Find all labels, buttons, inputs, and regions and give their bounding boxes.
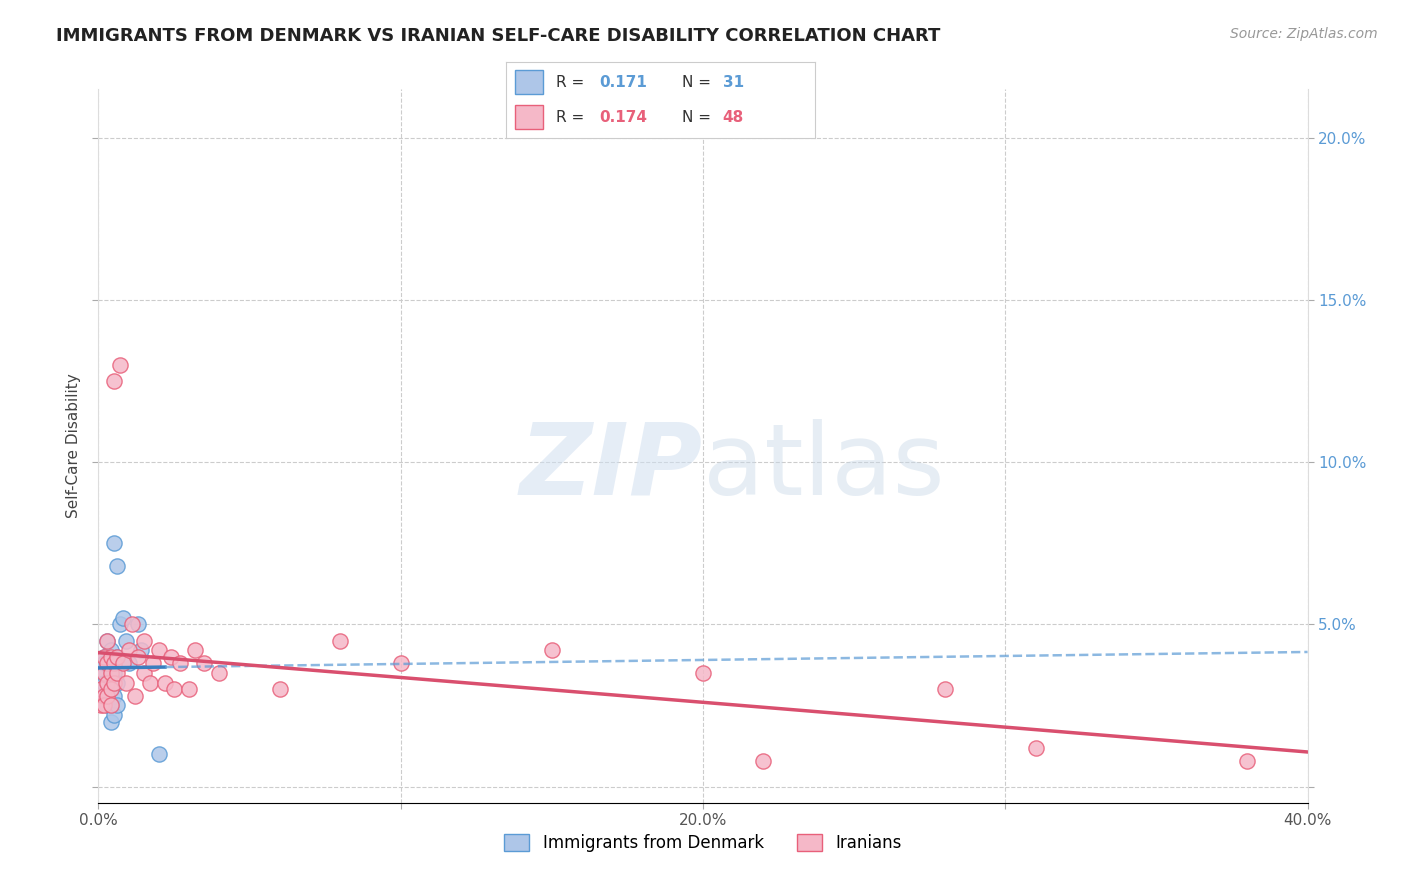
Point <box>96 689 118 703</box>
Text: 0.174: 0.174 <box>599 111 647 125</box>
Point <box>100 714 122 729</box>
Point <box>121 617 143 632</box>
Point <box>389 657 412 671</box>
Point <box>93 666 115 681</box>
Text: ZIP: ZIP <box>520 419 703 516</box>
Point <box>100 698 122 713</box>
Point <box>132 633 155 648</box>
Point <box>90 666 112 681</box>
Text: IMMIGRANTS FROM DENMARK VS IRANIAN SELF-CARE DISABILITY CORRELATION CHART: IMMIGRANTS FROM DENMARK VS IRANIAN SELF-… <box>56 27 941 45</box>
Text: atlas: atlas <box>703 419 945 516</box>
Point <box>90 698 112 713</box>
Point <box>96 689 118 703</box>
Point <box>90 682 112 697</box>
Point <box>103 657 125 671</box>
Point <box>103 675 125 690</box>
Point <box>93 689 115 703</box>
Point <box>100 663 122 677</box>
Point <box>100 682 122 697</box>
Point <box>96 633 118 648</box>
Point <box>96 698 118 713</box>
Point <box>127 617 149 632</box>
FancyBboxPatch shape <box>516 70 543 95</box>
Point <box>169 657 191 671</box>
Point <box>127 649 149 664</box>
Point <box>108 617 131 632</box>
Point <box>93 649 115 664</box>
Text: R =: R = <box>555 111 589 125</box>
Point <box>93 675 115 690</box>
Point <box>93 649 115 664</box>
Point <box>100 649 122 664</box>
Point <box>163 682 186 697</box>
Point <box>132 666 155 681</box>
Point <box>114 633 136 648</box>
Point <box>103 708 125 723</box>
Point <box>269 682 291 697</box>
Point <box>100 698 122 713</box>
Point <box>752 754 775 768</box>
Point <box>93 657 115 671</box>
Point <box>105 559 128 574</box>
Point <box>179 682 201 697</box>
Text: 31: 31 <box>723 76 744 90</box>
Point <box>208 666 231 681</box>
Point <box>105 649 128 664</box>
FancyBboxPatch shape <box>516 105 543 129</box>
Point <box>108 358 131 372</box>
Point <box>100 643 122 657</box>
Point <box>103 536 125 550</box>
Point <box>193 657 215 671</box>
Point <box>100 666 122 681</box>
Point <box>114 675 136 690</box>
Point <box>103 374 125 388</box>
Point <box>692 666 714 681</box>
Point <box>118 643 141 657</box>
Point <box>111 657 134 671</box>
Point <box>148 747 170 761</box>
Point <box>540 643 562 657</box>
Point <box>93 689 115 703</box>
Point <box>105 675 128 690</box>
Point <box>105 649 128 664</box>
Point <box>153 675 176 690</box>
Point <box>105 698 128 713</box>
Point <box>96 633 118 648</box>
Point <box>96 657 118 671</box>
Point <box>1024 740 1046 755</box>
Point <box>329 633 352 648</box>
Point <box>96 675 118 690</box>
Text: Source: ZipAtlas.com: Source: ZipAtlas.com <box>1230 27 1378 41</box>
Point <box>105 666 128 681</box>
Point <box>142 657 165 671</box>
Point <box>184 643 207 657</box>
Point <box>93 698 115 713</box>
Point <box>124 689 146 703</box>
Point <box>1236 754 1258 768</box>
Point <box>96 657 118 671</box>
Y-axis label: Self-Care Disability: Self-Care Disability <box>66 374 82 518</box>
Point <box>160 649 183 664</box>
Point <box>96 675 118 690</box>
Point <box>103 666 125 681</box>
Point <box>90 682 112 697</box>
Point <box>103 689 125 703</box>
Text: N =: N = <box>682 76 716 90</box>
Point <box>100 682 122 697</box>
Text: 0.171: 0.171 <box>599 76 647 90</box>
Point <box>111 611 134 625</box>
Point <box>148 643 170 657</box>
Point <box>934 682 956 697</box>
Point <box>118 657 141 671</box>
Text: 48: 48 <box>723 111 744 125</box>
Text: R =: R = <box>555 76 589 90</box>
Legend: Immigrants from Denmark, Iranians: Immigrants from Denmark, Iranians <box>498 827 908 859</box>
Text: N =: N = <box>682 111 716 125</box>
Point <box>129 643 152 657</box>
Point <box>139 675 162 690</box>
